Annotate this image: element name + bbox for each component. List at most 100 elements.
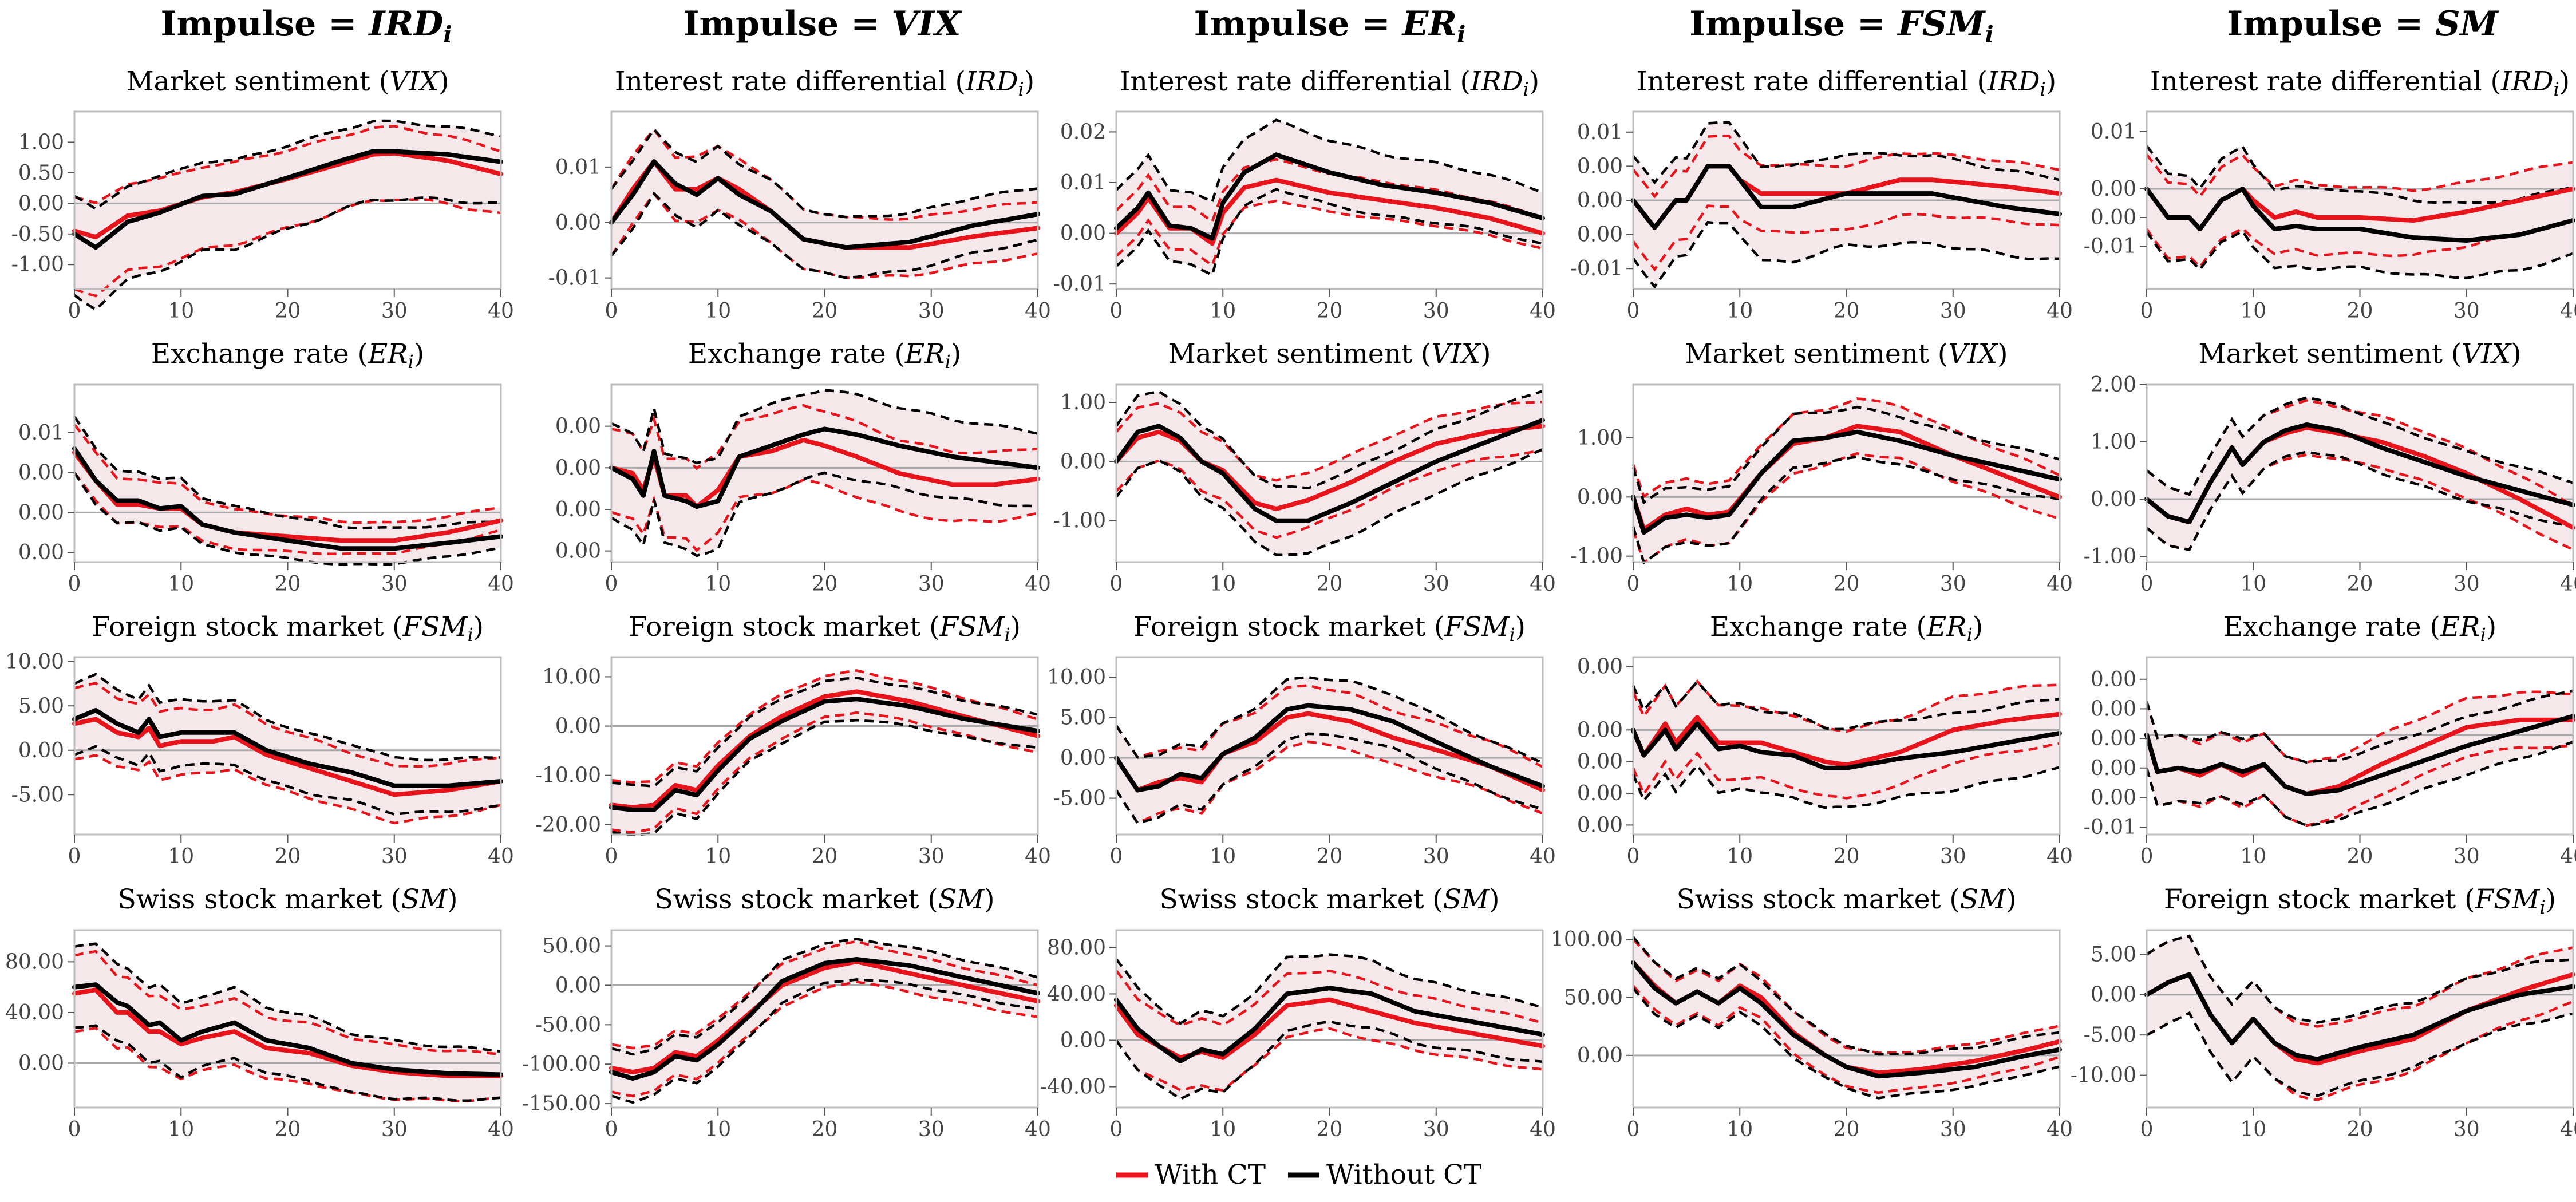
y-tick-label: 0.00 (1577, 813, 1623, 837)
x-tick-label: 40 (2560, 845, 2576, 868)
ci-upper-with-ct (1632, 135, 2060, 199)
x-tick-label: 40 (2046, 845, 2073, 868)
x-tick-label: 0 (68, 572, 81, 596)
x-tick-label: 10 (2240, 572, 2266, 596)
ci-upper-with-ct (73, 424, 501, 524)
ci-lower-with-ct (1632, 984, 2060, 1094)
x-tick-label: 0 (605, 572, 618, 596)
x-tick-label: 10 (168, 1118, 194, 1141)
ci-lower-without-ct (610, 191, 1038, 279)
y-tick-label: 0.00 (1577, 750, 1623, 774)
ci-lower-with-ct (610, 191, 1038, 279)
y-tick-label: 0.00 (1060, 450, 1106, 473)
ci-lower-with-ct (611, 711, 1038, 834)
x-tick-label: 30 (381, 572, 408, 596)
ci-lower-without-ct (1632, 987, 2060, 1100)
x-tick-label: 0 (1110, 299, 1123, 323)
x-tick-label: 10 (705, 845, 731, 868)
ci-lower-with-ct (1115, 199, 1543, 268)
confidence-band (1633, 398, 2060, 563)
column-title: Impulse = SM (2227, 4, 2499, 44)
x-tick-label: 20 (1834, 299, 1860, 323)
x-tick-label: 10 (1726, 572, 1753, 596)
line-with-ct (72, 450, 503, 543)
x-tick-label: 10 (168, 299, 194, 323)
y-tick-label: 5.00 (18, 694, 64, 718)
panel-title: Exchange rate (ERi) (1710, 611, 1983, 646)
x-tick-label: 30 (918, 845, 945, 868)
ci-upper-without-ct (74, 673, 501, 762)
x-tick-label: 10 (1726, 845, 1753, 868)
y-tick-label: 0.00 (1577, 189, 1623, 212)
x-tick-label: 30 (918, 299, 945, 323)
irf-panel: Market sentiment (VIX) 0 10 20 30 40 -1.00 0.00… (1053, 338, 1556, 596)
x-tick-label: 0 (68, 1118, 81, 1141)
ci-lower-without-ct (2146, 229, 2574, 280)
x-tick-label: 40 (1530, 1118, 1556, 1141)
x-tick-label: 10 (2240, 845, 2266, 868)
x-tick-label: 30 (1940, 299, 1966, 323)
y-tick-label: 0.00 (2091, 757, 2136, 780)
ci-upper-without-ct (1631, 405, 2060, 505)
line-without-ct (1114, 986, 1545, 1063)
x-tick-label: 0 (2140, 572, 2154, 596)
ci-lower-without-ct (74, 745, 501, 816)
x-tick-label: 10 (1210, 845, 1236, 868)
ci-lower-with-ct (1115, 740, 1543, 825)
confidence-band (1116, 954, 1543, 1099)
x-tick-label: 40 (1025, 845, 1051, 868)
y-tick-label: -10.00 (535, 764, 601, 788)
confidence-band (2147, 690, 2573, 826)
y-tick-label: 0.00 (1060, 1029, 1106, 1052)
x-tick-label: 0 (1110, 1118, 1123, 1141)
ci-upper-with-ct (1115, 970, 1543, 1027)
ci-lower-without-ct (1115, 732, 1543, 825)
y-tick-label: 0.00 (2091, 727, 2136, 750)
ci-lower-without-ct (610, 471, 1038, 557)
x-tick-label: 30 (918, 572, 945, 596)
confidence-band (74, 121, 501, 310)
x-tick-label: 10 (1210, 1118, 1236, 1141)
ci-upper-without-ct (2145, 689, 2574, 764)
ci-upper-with-ct (74, 682, 501, 768)
line-without-ct (609, 159, 1040, 250)
ci-upper-with-ct (1631, 679, 2060, 733)
ci-upper-without-ct (1631, 679, 2060, 731)
y-tick-label: -10.00 (2071, 1064, 2136, 1088)
x-tick-label: 20 (1834, 845, 1860, 868)
x-tick-label: 20 (275, 299, 301, 323)
x-tick-label: 40 (2046, 1118, 2073, 1141)
panel-title: Foreign stock market (FSMi) (92, 611, 484, 646)
x-tick-label: 30 (1423, 845, 1449, 868)
y-tick-label: 5.00 (2091, 943, 2136, 966)
y-tick-label: -40.00 (1040, 1076, 1106, 1099)
line-with-ct (72, 987, 503, 1078)
x-tick-label: 20 (812, 845, 838, 868)
y-tick-label: 0.00 (1577, 655, 1623, 679)
panel-title: Foreign stock market (FSMi) (2164, 884, 2556, 918)
x-tick-label: 20 (1834, 1118, 1860, 1141)
ci-lower-with-ct (611, 478, 1038, 552)
line-with-ct (609, 437, 1040, 509)
y-tick-label: -1.00 (2084, 545, 2136, 568)
ci-lower-without-ct (2146, 450, 2574, 551)
y-tick-label: 0.00 (2091, 668, 2136, 691)
ci-upper-without-ct (74, 942, 501, 1053)
y-tick-label: -1.00 (1570, 545, 1623, 568)
x-tick-label: 10 (705, 299, 731, 323)
x-tick-label: 30 (1423, 299, 1449, 323)
line-with-ct (1114, 711, 1545, 793)
y-tick-label: 40.00 (5, 1001, 64, 1025)
ci-upper-with-ct (2146, 153, 2574, 199)
ci-lower-with-ct (1115, 449, 1543, 539)
panel-title: Swiss stock market (SM) (655, 884, 995, 915)
ci-upper-without-ct (73, 416, 501, 529)
x-tick-label: 40 (1530, 845, 1556, 868)
line-with-ct (72, 717, 503, 797)
x-tick-label: 0 (605, 845, 618, 868)
irf-panel: Interest rate differential (IRDi) 0 10 20 30… (1570, 66, 2073, 323)
line-without-ct (1631, 164, 2062, 230)
confidence-band (1633, 937, 2060, 1098)
ci-upper-without-ct (611, 938, 1038, 1056)
x-tick-label: 0 (68, 299, 81, 323)
